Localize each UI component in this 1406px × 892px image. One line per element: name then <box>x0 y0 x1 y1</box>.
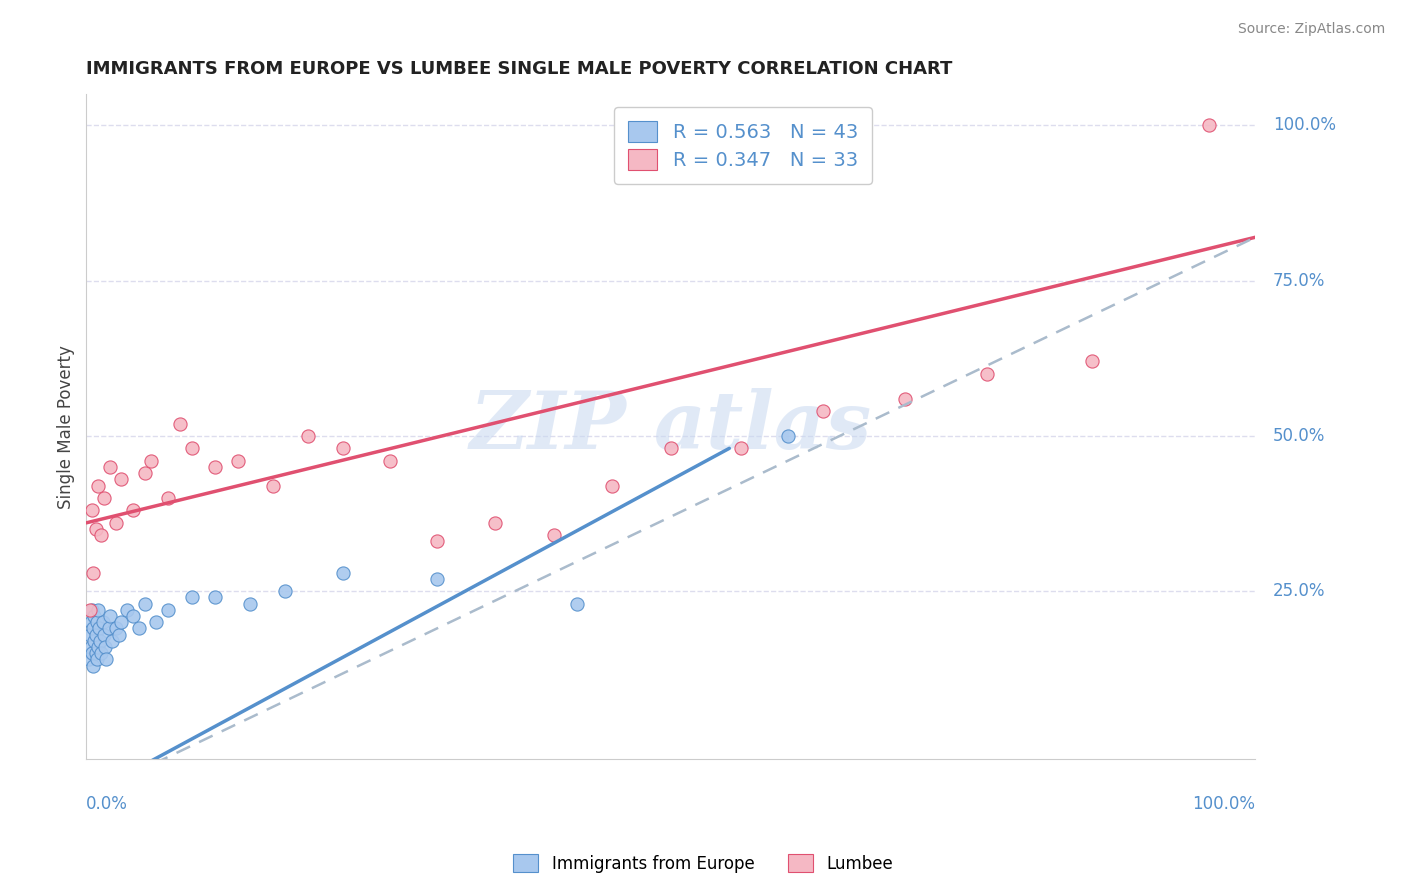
Point <box>426 572 449 586</box>
Point <box>811 404 834 418</box>
Point <box>80 640 103 654</box>
Point <box>157 491 180 505</box>
Point <box>90 646 112 660</box>
Point <box>776 429 799 443</box>
Point <box>96 652 118 666</box>
Point <box>180 442 202 456</box>
Point <box>104 621 127 635</box>
Point <box>83 633 105 648</box>
Point <box>93 491 115 505</box>
Point <box>332 566 354 580</box>
Point <box>128 621 150 635</box>
Point <box>139 454 162 468</box>
Legend: R = 0.563   N = 43, R = 0.347   N = 33: R = 0.563 N = 43, R = 0.347 N = 33 <box>614 107 872 184</box>
Y-axis label: Single Male Poverty: Single Male Poverty <box>58 344 75 508</box>
Point <box>89 621 111 635</box>
Point <box>659 442 682 456</box>
Point <box>893 392 915 406</box>
Point <box>80 615 103 630</box>
Point <box>976 367 998 381</box>
Point <box>110 615 132 630</box>
Point <box>484 516 506 530</box>
Point <box>730 442 752 456</box>
Point <box>79 627 101 641</box>
Point <box>157 603 180 617</box>
Point <box>204 460 226 475</box>
Point <box>82 603 104 617</box>
Point <box>79 603 101 617</box>
Text: Source: ZipAtlas.com: Source: ZipAtlas.com <box>1237 22 1385 37</box>
Text: 100.0%: 100.0% <box>1192 796 1256 814</box>
Point <box>134 597 156 611</box>
Legend: Immigrants from Europe, Lumbee: Immigrants from Europe, Lumbee <box>506 847 900 880</box>
Point <box>87 603 110 617</box>
Point <box>204 591 226 605</box>
Point <box>115 603 138 617</box>
Point <box>94 640 117 654</box>
Text: ZIP atlas: ZIP atlas <box>470 388 872 466</box>
Point <box>180 591 202 605</box>
Point <box>82 658 104 673</box>
Point <box>89 633 111 648</box>
Point <box>380 454 402 468</box>
Point <box>84 646 107 660</box>
Point <box>84 627 107 641</box>
Point <box>87 478 110 492</box>
Point <box>567 597 589 611</box>
Point <box>82 646 104 660</box>
Point <box>239 597 262 611</box>
Point <box>104 516 127 530</box>
Point <box>83 609 105 624</box>
Point <box>602 478 624 492</box>
Point <box>97 621 120 635</box>
Point <box>91 615 114 630</box>
Point <box>122 609 145 624</box>
Point <box>426 534 449 549</box>
Text: 50.0%: 50.0% <box>1272 427 1326 445</box>
Point <box>145 615 167 630</box>
Text: 100.0%: 100.0% <box>1272 117 1336 135</box>
Point <box>108 627 131 641</box>
Point <box>82 621 104 635</box>
Point <box>84 522 107 536</box>
Text: 25.0%: 25.0% <box>1272 582 1326 600</box>
Point <box>98 460 121 475</box>
Point <box>262 478 284 492</box>
Point <box>332 442 354 456</box>
Point <box>1198 119 1220 133</box>
Point <box>297 429 319 443</box>
Point <box>134 466 156 480</box>
Point <box>226 454 249 468</box>
Text: 0.0%: 0.0% <box>86 796 128 814</box>
Point <box>90 528 112 542</box>
Text: 75.0%: 75.0% <box>1272 272 1326 290</box>
Point <box>77 652 100 666</box>
Point <box>82 503 104 517</box>
Point <box>543 528 565 542</box>
Point <box>169 417 191 431</box>
Point <box>93 627 115 641</box>
Point <box>110 472 132 486</box>
Point <box>1080 354 1102 368</box>
Point <box>274 584 297 599</box>
Point <box>87 640 110 654</box>
Point <box>86 615 108 630</box>
Text: IMMIGRANTS FROM EUROPE VS LUMBEE SINGLE MALE POVERTY CORRELATION CHART: IMMIGRANTS FROM EUROPE VS LUMBEE SINGLE … <box>86 60 953 78</box>
Point <box>86 652 108 666</box>
Point <box>101 633 124 648</box>
Point <box>122 503 145 517</box>
Point <box>98 609 121 624</box>
Point <box>82 566 104 580</box>
